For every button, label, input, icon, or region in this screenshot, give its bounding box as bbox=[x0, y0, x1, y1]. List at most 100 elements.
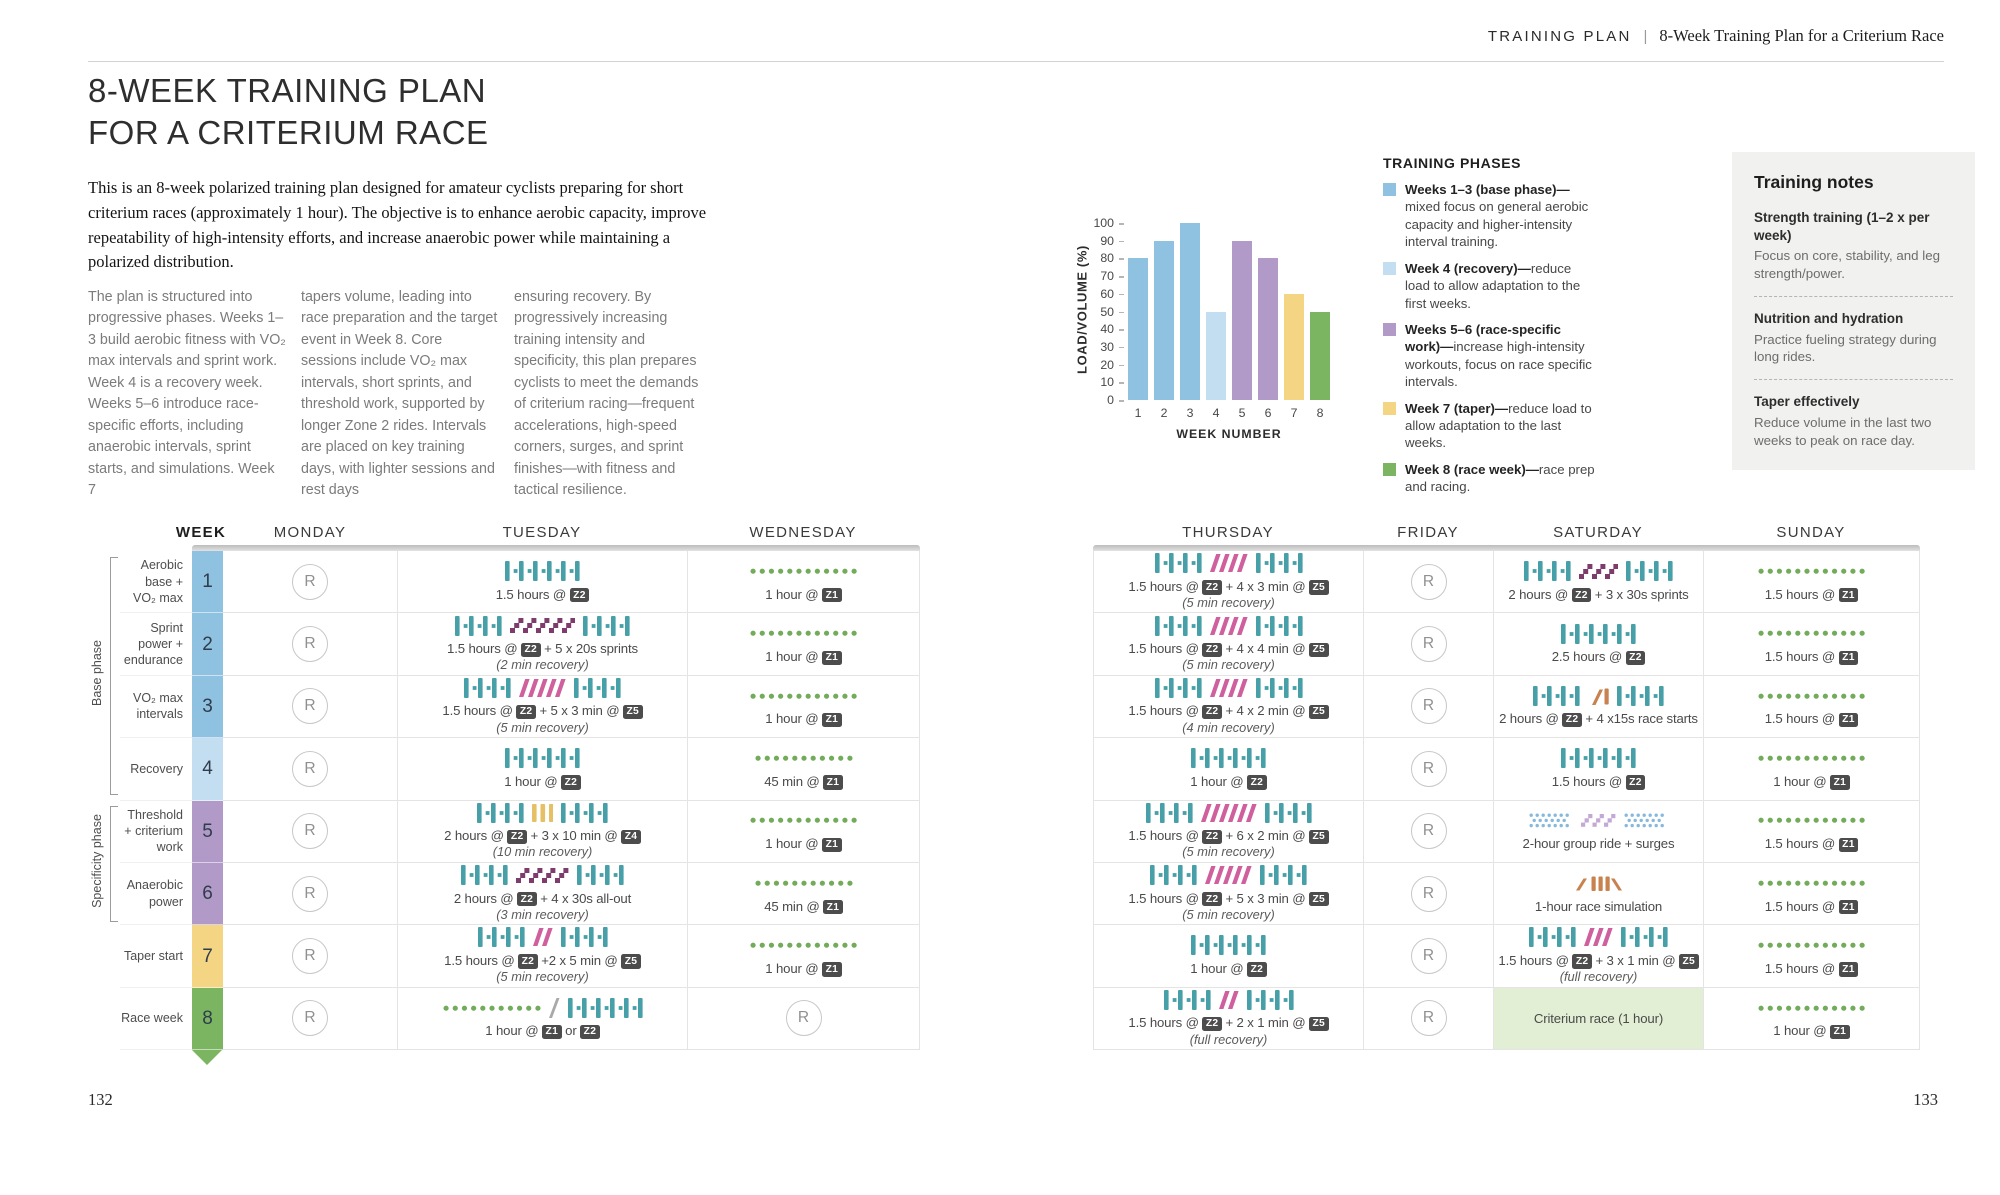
z1-dots-icon bbox=[750, 693, 857, 699]
weekly-schedule-table-left: Aerobic base + VO₂ max 1 R 1.5 hours @ Z2 1 … bbox=[120, 551, 920, 1051]
workout-text: 1 hour @ Z1 bbox=[765, 710, 842, 728]
zone-badge: Z1 bbox=[822, 962, 842, 977]
rest-day-marker: R bbox=[785, 1000, 822, 1037]
workout-icons bbox=[1142, 802, 1316, 823]
z2-interval-icon bbox=[574, 677, 621, 698]
column-header-monday: MONDAY bbox=[273, 524, 347, 541]
running-header-section: TRAINING PLAN bbox=[1487, 28, 1632, 45]
rest-day-marker: R bbox=[1410, 750, 1447, 787]
zone-badge: Z2 bbox=[507, 829, 527, 845]
y-tick-label: 40 bbox=[1100, 322, 1114, 337]
workout-cell-w6-sunday: 1.5 hours @ Z1 bbox=[1703, 862, 1920, 926]
zone-badge: Z2 bbox=[1571, 588, 1592, 603]
z2-interval-icon bbox=[561, 802, 608, 823]
row-label-week-6: Anaerobic power bbox=[120, 863, 192, 926]
zone-badge: Z2 bbox=[569, 588, 590, 603]
row-label-week-2: Sprint power + endurance bbox=[120, 613, 192, 676]
y-tick-mark bbox=[1119, 346, 1124, 349]
z2-interval-icon bbox=[1154, 615, 1202, 636]
zone-badge: Z5 bbox=[1308, 892, 1329, 907]
workout-cell-w5-friday: R bbox=[1363, 800, 1493, 863]
group-ride-dots-icon bbox=[1529, 813, 1570, 828]
rest-day-marker: R bbox=[1410, 1000, 1447, 1037]
z1-dots-icon bbox=[1758, 880, 1865, 886]
week-number-cell: 5 bbox=[192, 800, 223, 863]
workout-text: 1.5 hours @ Z1 bbox=[1765, 960, 1859, 977]
note-item: Taper effectively Reduce volume in the la… bbox=[1754, 393, 1953, 449]
workout-icons bbox=[1146, 865, 1311, 886]
y-tick-label: 10 bbox=[1100, 375, 1114, 390]
running-header-divider: | bbox=[1643, 28, 1648, 45]
z2-interval-icon bbox=[476, 802, 524, 823]
z2-interval-icon bbox=[567, 997, 643, 1018]
workout-cell-w1-sunday: 1.5 hours @ Z1 bbox=[1703, 551, 1920, 614]
workout-cell-w2-saturday: 2.5 hours @ Z2 bbox=[1493, 613, 1703, 676]
workout-cell-w4-monday: R bbox=[223, 738, 397, 801]
workout-cell-w2-tuesday: 1.5 hours @ Z2 + 5 x 20s sprints (2 min r… bbox=[397, 613, 687, 676]
z2-interval-icon bbox=[1163, 989, 1211, 1010]
intro-paragraph: This is an 8-week polarized training pla… bbox=[88, 178, 707, 272]
workout-icons bbox=[1754, 935, 1869, 956]
chart-bar-week-5 bbox=[1232, 240, 1252, 400]
z1-dots-icon bbox=[750, 630, 857, 637]
workout-cell-w6-monday: R bbox=[223, 862, 397, 926]
workout-icons bbox=[473, 802, 613, 823]
legend-item-text: Week 4 (recovery)—reduce load to allow a… bbox=[1405, 260, 1581, 311]
rest-day-marker: R bbox=[292, 938, 328, 975]
workout-icons bbox=[451, 615, 635, 636]
body-column-3: ensuring recovery. By progressively incr… bbox=[514, 289, 699, 498]
zone-badge: Z2 bbox=[1247, 775, 1267, 790]
rest-day-marker: R bbox=[292, 563, 328, 600]
zone-badge: Z2 bbox=[520, 642, 541, 657]
workout-icons bbox=[1525, 810, 1672, 831]
z1-dots-icon bbox=[750, 818, 857, 824]
z5-slash-icon bbox=[1205, 866, 1252, 885]
legend-title: TRAINING PHASES bbox=[1383, 155, 1522, 171]
workout-icons bbox=[439, 997, 647, 1018]
z5-slash-icon bbox=[1584, 928, 1613, 947]
workout-cell-w4-tuesday: 1 hour @ Z2 bbox=[397, 738, 687, 801]
note-body: Reduce volume in the last two weeks to p… bbox=[1754, 414, 1932, 448]
workout-cell-w4-sunday: 1 hour @ Z1 bbox=[1703, 738, 1920, 801]
zone-badge: Z2 bbox=[580, 1024, 600, 1040]
zone-badge: Z1 bbox=[823, 775, 843, 790]
zone-badge: Z1 bbox=[1838, 900, 1859, 915]
load-volume-chart: LOAD/VOLUME (%) WEEK NUMBER 0 10 20 30 40 50 6… bbox=[1060, 150, 1405, 455]
body-column-1: The plan is structured into progressive … bbox=[88, 289, 286, 498]
workout-cell-w7-saturday: 1.5 hours @ Z2 + 3 x 1 min @ Z5 (full rec… bbox=[1493, 925, 1703, 988]
z2-interval-icon bbox=[1191, 748, 1266, 769]
zone-badge: Z5 bbox=[1678, 954, 1699, 969]
chart-bar-week-4 bbox=[1206, 311, 1226, 400]
workout-recovery-note: (5 min recovery) bbox=[1182, 906, 1275, 922]
workout-text: 1.5 hours @ Z1 bbox=[1765, 648, 1859, 665]
workout-cell-w3-sunday: 1.5 hours @ Z1 bbox=[1703, 675, 1920, 739]
z2-interval-icon bbox=[1255, 553, 1303, 574]
workout-text: 1.5 hours @ Z1 bbox=[1765, 710, 1859, 728]
zone-badge: Z1 bbox=[1838, 712, 1859, 728]
workout-cell-w8-tuesday: 1 hour @ Z1 or Z2 bbox=[397, 987, 687, 1051]
workout-text: 2.5 hours @ Z2 bbox=[1552, 648, 1646, 665]
z2-interval-icon bbox=[1626, 561, 1673, 582]
workout-text: 1 hour @ Z1 bbox=[1773, 1022, 1850, 1040]
zone-badge: Z1 bbox=[822, 650, 842, 665]
note-body: Focus on core, stability, and leg streng… bbox=[1754, 248, 1941, 282]
week-strip-arrow bbox=[192, 1050, 222, 1065]
column-header-friday: FRIDAY bbox=[1397, 524, 1459, 541]
legend-swatch bbox=[1383, 462, 1396, 476]
rest-day-marker: R bbox=[292, 688, 328, 725]
zone-badge: Z2 bbox=[1247, 962, 1267, 977]
x-axis-label: WEEK NUMBER bbox=[1176, 427, 1282, 441]
workout-text: 1.5 hours @ Z1 bbox=[1765, 835, 1859, 853]
zone-badge: Z2 bbox=[517, 892, 537, 907]
workout-cell-w3-tuesday: 1.5 hours @ Z2 + 5 x 3 min @ Z5 (5 min re… bbox=[397, 675, 687, 739]
row-label-week-4: Recovery bbox=[120, 738, 192, 801]
z2-interval-icon bbox=[1150, 865, 1197, 886]
table-top-bar-right bbox=[1093, 545, 1920, 551]
workout-cell-w7-sunday: 1.5 hours @ Z1 bbox=[1703, 925, 1920, 988]
y-tick-label: 60 bbox=[1100, 286, 1114, 301]
zone-badge: Z5 bbox=[1308, 580, 1329, 595]
workout-text: 1.5 hours @ Z2 + 5 x 3 min @ Z5 bbox=[1128, 890, 1329, 907]
x-tick-label: 5 bbox=[1238, 406, 1246, 420]
workout-cell-w1-wednesday: 1 hour @ Z1 bbox=[687, 551, 920, 614]
row-label-week-7: Taper start bbox=[120, 925, 192, 988]
